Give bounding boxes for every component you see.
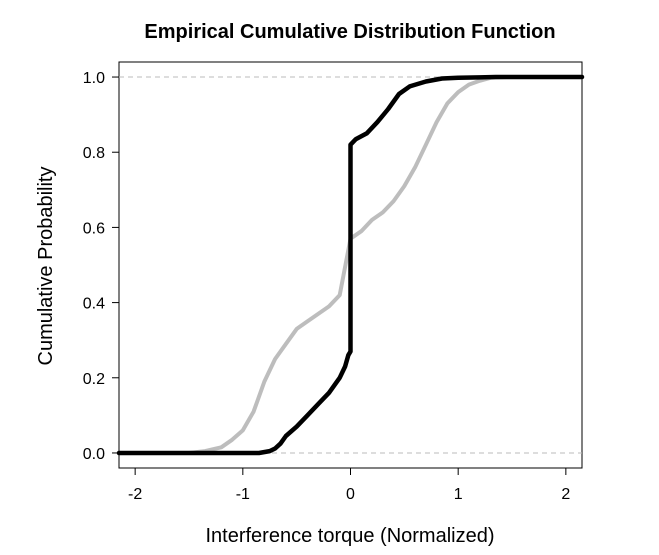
x-axis-label: Interference torque (Normalized) [205,525,494,547]
y-tick-label: 0.4 [83,296,105,313]
y-axis-label: Cumulative Probability [35,167,57,366]
y-tick-label: 0.8 [83,145,105,162]
y-tick-label: 1.0 [83,70,105,87]
x-tick-label: 0 [346,486,355,503]
series-layer [116,74,585,456]
y-tick-label: 0.0 [83,446,105,463]
x-tick-label: -2 [128,486,142,503]
y-tick-label: 0.6 [83,220,105,237]
plot-area: -2 -1 0 1 2 0.0 0.2 0.4 0.6 0.8 1.0 [83,61,585,503]
x-tick-label: 2 [561,486,570,503]
series-line-1 [116,74,585,456]
x-axis-ticks: -2 -1 0 1 2 [128,468,570,503]
y-axis-ticks: 0.0 0.2 0.4 0.6 0.8 1.0 [83,70,119,463]
x-tick-label: -1 [236,486,250,503]
x-tick-label: 1 [454,486,463,503]
chart-title: Empirical Cumulative Distribution Functi… [144,21,555,43]
y-tick-label: 0.2 [83,371,105,388]
